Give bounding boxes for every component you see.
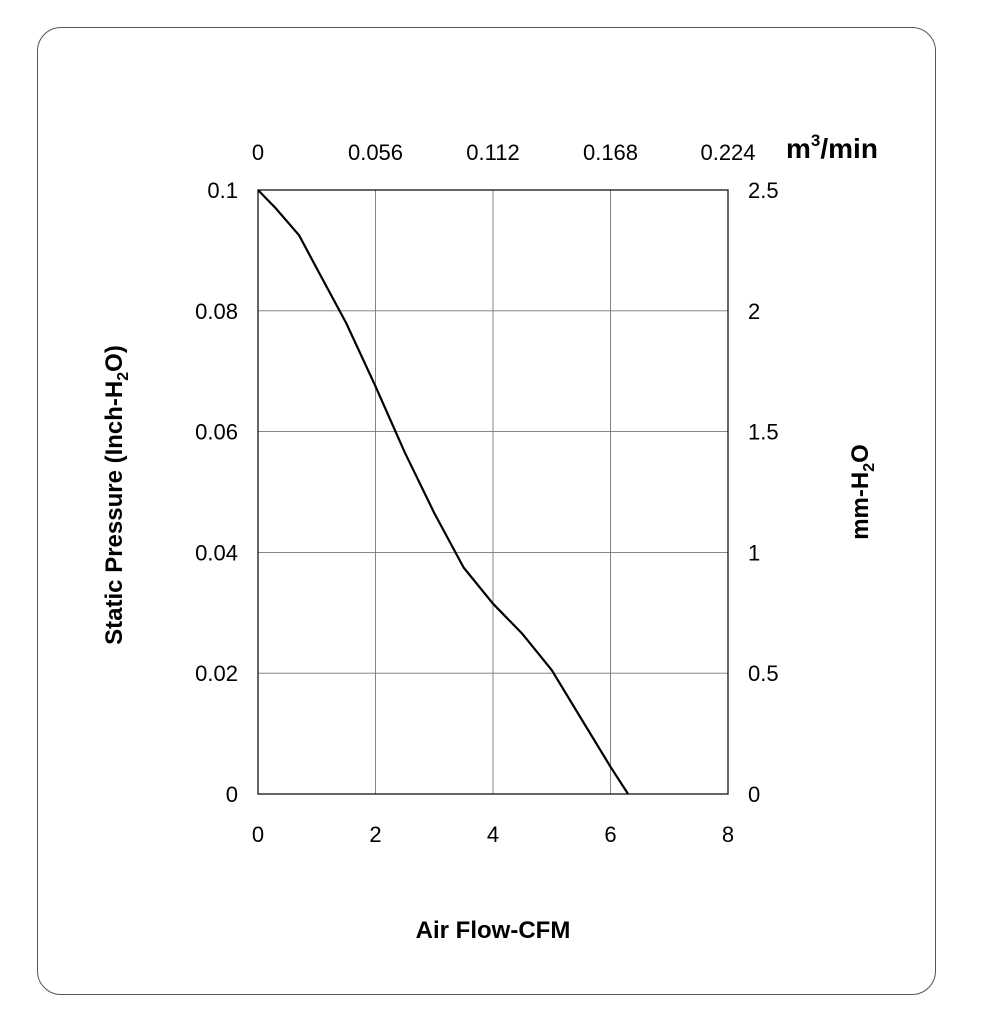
y2-tick-label: 2.5 [748,178,779,203]
x-axis-title: Air Flow-CFM [416,917,571,944]
y2-tick-label: 2 [748,299,760,324]
x-tick-label: 2 [369,822,381,847]
y-tick-label: 0.1 [207,178,238,203]
series-line-pq-curve [257,189,630,795]
y-axis-title: Static Pressure (Inch-H2O) [101,345,132,645]
y-tick-label: 0.02 [195,661,238,686]
y2-tick-label: 1.5 [748,420,779,445]
y2-tick-label: 1 [748,540,760,565]
y-tick-label: 0.04 [195,540,238,565]
x2-tick-label: 0.224 [700,140,755,165]
y2-axis-title: mm-H2O [847,444,878,540]
y-tick-label: 0.06 [195,420,238,445]
y-tick-label: 0.08 [195,299,238,324]
x2-tick-label: 0.112 [466,140,519,165]
x-tick-label: 4 [487,822,499,847]
x2-tick-label: 0.056 [348,140,403,165]
x2-axis-ticks: 0 0.056 0.112 0.168 0.224 [252,140,756,165]
y2-tick-label: 0 [748,782,760,807]
y-axis-ticks: 0 0.02 0.04 0.06 0.08 0.1 [195,178,238,807]
y2-axis-ticks: 0 0.5 1 1.5 2 2.5 [748,178,779,807]
x2-tick-label: 0.168 [583,140,638,165]
x-tick-label: 0 [252,822,264,847]
x-tick-label: 6 [604,822,616,847]
grid-lines [258,190,728,794]
chart-border [37,27,936,995]
plot-area-border [257,189,729,795]
y2-tick-label: 0.5 [748,661,779,686]
x-axis-ticks: 0 2 4 6 8 [252,822,734,847]
y-tick-label: 0 [226,782,238,807]
x2-axis-title: m3/min [786,131,878,164]
x2-tick-label: 0 [252,140,264,165]
x-tick-label: 8 [722,822,734,847]
